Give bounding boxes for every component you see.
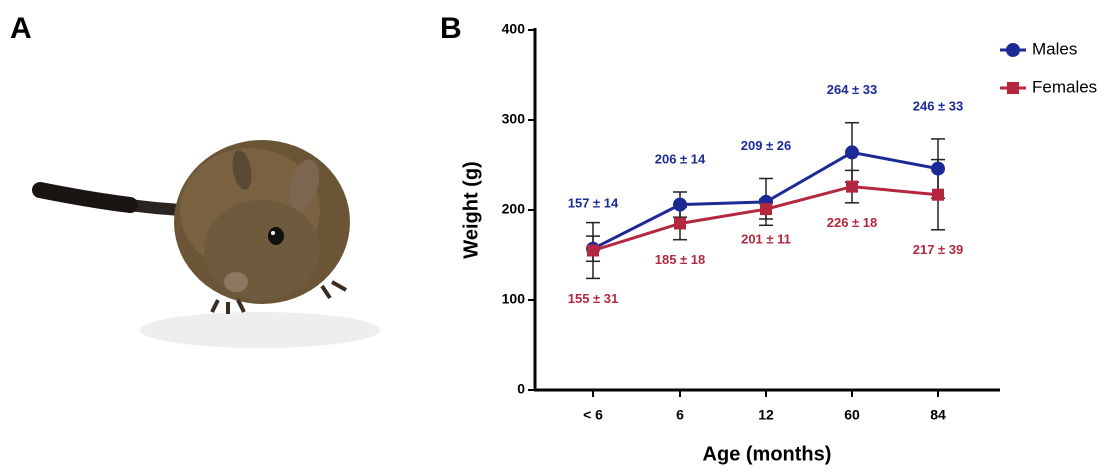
y-axis-title: Weight (g) xyxy=(460,161,482,258)
value-label: 201 ± 11 xyxy=(741,231,791,246)
x-tick-label: < 6 xyxy=(583,407,603,423)
value-label: 209 ± 26 xyxy=(741,138,792,153)
value-label: 246 ± 33 xyxy=(913,98,964,113)
panel-label: B xyxy=(440,12,462,45)
value-label: 155 ± 31 xyxy=(568,291,619,306)
y-tick-label: 0 xyxy=(517,381,525,397)
x-tick-label: 60 xyxy=(844,407,860,423)
point xyxy=(932,188,944,201)
point xyxy=(587,244,599,257)
value-label: 185 ± 18 xyxy=(655,252,706,267)
legend-label: Females xyxy=(1032,77,1097,96)
point xyxy=(674,217,686,230)
point xyxy=(845,145,859,160)
y-tick-label: 400 xyxy=(502,21,526,37)
point xyxy=(760,203,772,216)
x-tick-label: 6 xyxy=(676,407,684,423)
point xyxy=(846,180,858,193)
value-label: 217 ± 39 xyxy=(913,242,964,257)
value-label: 264 ± 33 xyxy=(827,82,878,97)
y-tick-label: 200 xyxy=(502,201,526,217)
point xyxy=(673,197,687,212)
value-label: 206 ± 14 xyxy=(655,151,706,166)
value-label: 226 ± 18 xyxy=(827,215,878,230)
x-tick-label: 84 xyxy=(930,407,946,423)
y-tick-label: 300 xyxy=(502,111,526,127)
y-tick-label: 100 xyxy=(502,291,526,307)
point xyxy=(931,161,945,176)
panel-label: A xyxy=(10,12,32,45)
value-label: 157 ± 14 xyxy=(568,196,619,211)
legend-label: Males xyxy=(1032,39,1077,58)
x-axis-title: Age (months) xyxy=(703,443,832,465)
degu-photo xyxy=(32,140,380,348)
x-tick-label: 12 xyxy=(758,407,774,423)
legend-marker xyxy=(1007,82,1019,94)
legend-marker xyxy=(1006,43,1020,57)
